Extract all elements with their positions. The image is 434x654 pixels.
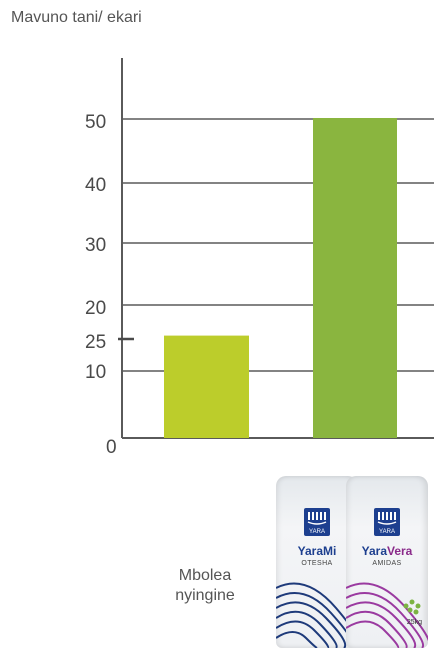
product-subtitle: AMIDAS xyxy=(372,560,402,567)
y-tick-label: 30 xyxy=(85,235,106,256)
bar-1 xyxy=(164,335,249,438)
brand-name: YaraVera xyxy=(346,544,428,558)
swirl-graphic-icon xyxy=(276,582,358,648)
bag-weight: 25kg xyxy=(406,619,422,626)
x-label-line-2: nyingine xyxy=(175,587,235,604)
svg-text:YARA: YARA xyxy=(309,529,325,535)
swirl-graphic-icon xyxy=(346,582,428,648)
y-tick-label: 10 xyxy=(85,362,106,383)
brand-prefix: Yara xyxy=(361,544,387,558)
product-bag-yaramila: YARA YaraMi OTESHA xyxy=(276,476,358,648)
product-subtitle: OTESHA xyxy=(301,560,333,567)
bar-chart: 0 10 25 20 30 40 50 xyxy=(85,58,434,458)
y-tick-label: 25 xyxy=(85,332,106,353)
chart-title: Mavuno tani/ ekari xyxy=(11,9,142,26)
x-label-line-1: Mbolea xyxy=(178,567,232,584)
yara-logo-icon: YARA xyxy=(374,508,400,536)
brand-prefix: Yara xyxy=(297,544,323,558)
y-tick-label: 20 xyxy=(85,298,106,319)
yara-logo-icon: YARA xyxy=(304,508,330,536)
svg-text:YARA: YARA xyxy=(379,529,395,535)
bar-2 xyxy=(313,118,397,438)
brand-suffix: Vera xyxy=(387,544,413,558)
brand-suffix: Mi xyxy=(323,544,337,558)
brand-name: YaraMi xyxy=(276,544,358,558)
y-tick-label: 40 xyxy=(85,175,106,196)
product-bag-yaravera: YARA YaraVera AMIDAS 25kg xyxy=(346,476,428,648)
x-label-other-fertilizer: Mbolea nyingine xyxy=(150,566,260,606)
y-tick-label: 50 xyxy=(85,112,106,133)
y-tick-label: 0 xyxy=(106,437,117,458)
